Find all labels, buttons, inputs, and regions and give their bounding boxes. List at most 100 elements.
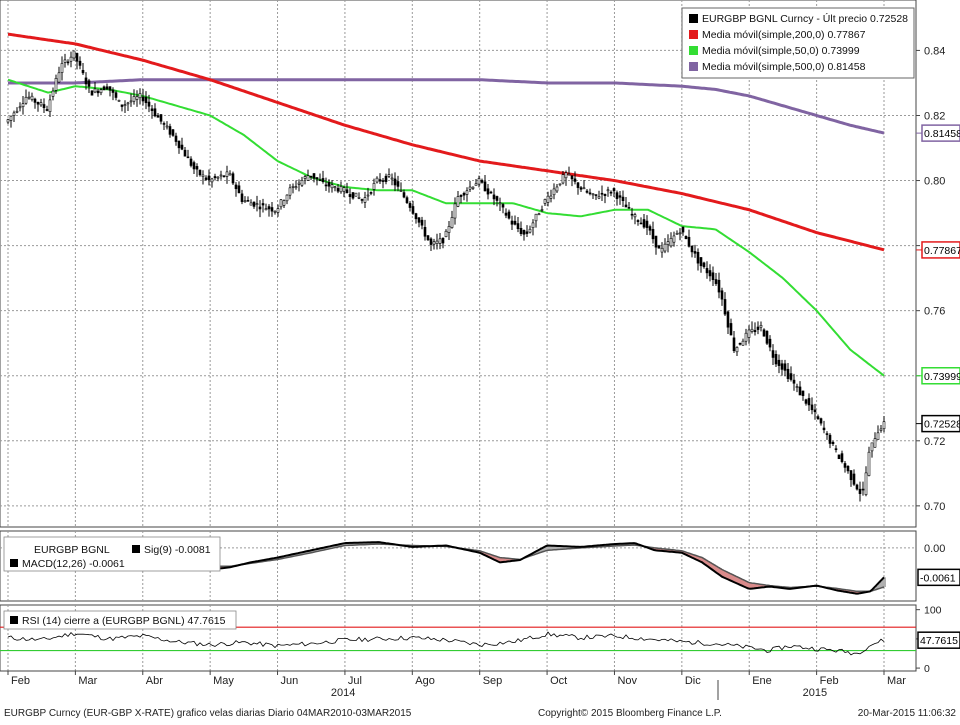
candle-body: [742, 341, 744, 345]
candle-body: [859, 489, 861, 494]
candle-body: [550, 196, 552, 198]
candle-body: [682, 227, 684, 232]
candle-body: [661, 248, 663, 252]
candle-body: [49, 100, 51, 112]
candle-body: [139, 93, 141, 97]
candle-body: [706, 268, 708, 273]
candle-body: [652, 229, 654, 238]
candle-body: [781, 364, 783, 370]
candle-body: [430, 239, 432, 245]
candle-body: [313, 173, 315, 178]
candle-body: [178, 141, 180, 148]
candle-body: [391, 178, 393, 179]
candle-body: [799, 387, 801, 395]
candle-body: [190, 159, 192, 166]
candle-body: [424, 227, 426, 236]
candle-body: [487, 189, 489, 194]
candle-body: [829, 435, 831, 443]
candle-body: [613, 188, 615, 190]
candle-body: [769, 339, 771, 347]
candle-body: [586, 191, 588, 192]
candle-body: [7, 120, 9, 122]
candle-body: [64, 60, 66, 62]
candle-body: [238, 186, 240, 193]
candle-body: [649, 227, 651, 231]
candle-body: [256, 204, 258, 205]
candle-body: [676, 233, 678, 234]
candle-body: [631, 214, 633, 215]
candle-body: [658, 246, 660, 248]
candle-body: [151, 109, 153, 111]
candle-body: [775, 354, 777, 364]
candle-body: [223, 176, 225, 177]
price-last-value-text: 0.81458: [924, 128, 960, 140]
candle-body: [94, 89, 96, 92]
candle-body: [778, 360, 780, 365]
candle-body: [784, 364, 786, 371]
candle-body: [52, 91, 54, 96]
candle-body: [502, 204, 504, 207]
candle-body: [34, 99, 36, 102]
candle-body: [505, 213, 507, 215]
candle-body: [577, 183, 579, 188]
macd-legend-entry: MACD(12,26) -0.0061: [22, 558, 125, 570]
candle-body: [412, 206, 414, 213]
candle-body: [685, 236, 687, 238]
candle-body: [220, 175, 222, 176]
candle-body: [838, 455, 840, 459]
candle-body: [328, 182, 330, 186]
candle-body: [37, 102, 39, 104]
x-tick-label: Feb: [820, 675, 839, 687]
candle-body: [688, 237, 690, 246]
candle-body: [106, 87, 108, 89]
candle-body: [292, 186, 294, 187]
candle-body: [598, 196, 600, 198]
candle-body: [739, 343, 741, 344]
candle-body: [751, 329, 753, 331]
legend-entry: EURGBP BGNL Curncy - Últ precio 0.72528: [702, 12, 908, 25]
candle-body: [67, 62, 69, 63]
candle-body: [574, 179, 576, 182]
legend-entry: Media móvil(simple,50,0) 0.73999: [702, 45, 860, 57]
price-ytick-label: 0.82: [924, 110, 945, 122]
candle-body: [571, 176, 573, 179]
legend-swatch: [132, 545, 140, 553]
candle-body: [187, 157, 189, 158]
candle-body: [148, 102, 150, 106]
candle-body: [43, 104, 45, 107]
candle-body: [73, 51, 75, 58]
candle-body: [637, 220, 639, 221]
candle-body: [199, 170, 201, 175]
x-tick-label: Oct: [550, 675, 567, 687]
candle-body: [589, 193, 591, 194]
candle-body: [817, 417, 819, 419]
price-ytick-label: 0.70: [924, 501, 945, 513]
candle-body: [466, 191, 468, 195]
candle-body: [274, 211, 276, 212]
legend-swatch: [10, 559, 18, 567]
candle-body: [604, 194, 606, 195]
candle-body: [349, 194, 351, 196]
candle-body: [667, 242, 669, 245]
x-tick-label: Ago: [415, 675, 435, 687]
x-tick-label: Mar: [887, 675, 906, 687]
candle-body: [124, 105, 126, 106]
candle-body: [841, 454, 843, 462]
candle-body: [244, 201, 246, 202]
legend-swatch: [10, 616, 18, 624]
candle-body: [877, 433, 879, 440]
candle-body: [259, 207, 261, 209]
candle-body: [133, 96, 135, 101]
candle-body: [241, 194, 243, 202]
x-tick-label: May: [213, 675, 234, 687]
candle-body: [499, 203, 501, 204]
candle-body: [517, 224, 519, 229]
candle-body: [361, 199, 363, 200]
candle-body: [832, 442, 834, 443]
candle-body: [103, 87, 105, 90]
candle-body: [70, 57, 72, 61]
candle-body: [610, 192, 612, 193]
candle-body: [883, 422, 885, 429]
price-ytick-label: 0.80: [924, 176, 945, 188]
candle-body: [121, 105, 123, 107]
